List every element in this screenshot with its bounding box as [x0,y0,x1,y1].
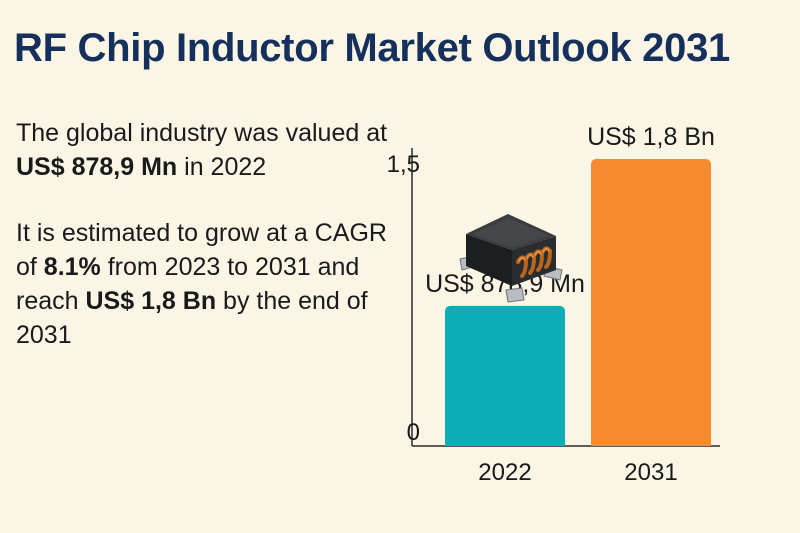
bar-2022 [445,305,565,446]
p2-cagr: 8.1% [43,253,101,281]
p2-mid: from 2023 to 2031 and reach [16,253,360,315]
data-label-2031: US$ 1,8 Bn [587,123,715,151]
bar-2031 [591,159,711,446]
p1-post: in 2022 [177,153,267,181]
chip-inductor-icon [459,214,563,303]
p2-pre: It is estimated to grow at a CAGR of [16,219,387,281]
page-title: RF Chip Inductor Market Outlook 2031 [14,26,730,70]
p2-value: US$ 1,8 Bn [85,287,217,315]
x-tick-label-2022: 2022 [478,459,531,486]
market-value-text: The global industry was valued at US$ 87… [16,116,396,184]
p2-post: by the end of 2031 [16,287,368,349]
y-tick-label: 1,5 [387,151,420,178]
y-tick-label: 0 [407,419,420,446]
growth-forecast-text: It is estimated to grow at a CAGR of 8.1… [16,216,396,352]
p1-value: US$ 878,9 Mn [16,153,178,181]
p1-pre: The global industry was valued at [16,119,388,147]
x-tick-label-2031: 2031 [624,459,677,486]
